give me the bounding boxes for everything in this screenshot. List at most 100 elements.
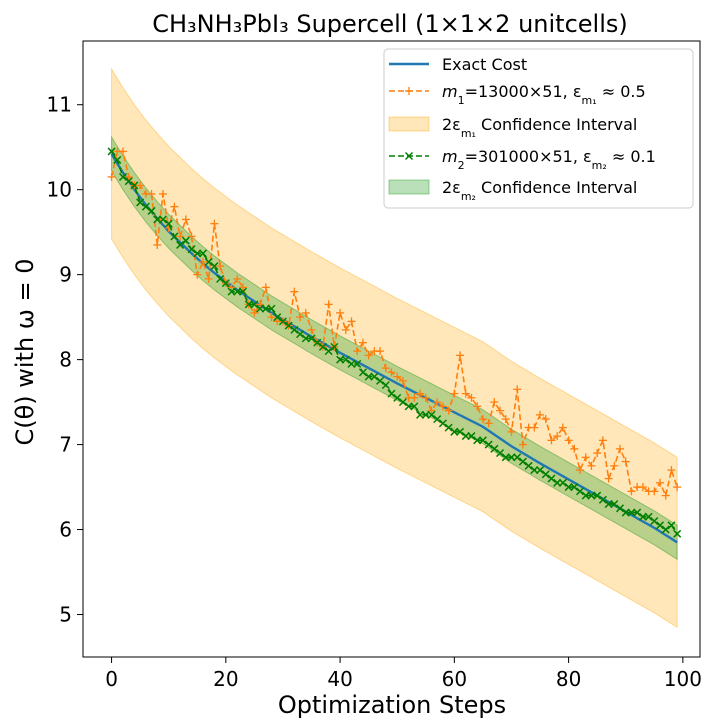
- y-tick-label-11: 11: [47, 93, 72, 117]
- series-2-point-51: [398, 398, 407, 407]
- series-1-point-62: [461, 389, 470, 398]
- series-1-point-3: [124, 172, 133, 181]
- series-2-point-67: [490, 444, 499, 453]
- series-1-point-54: [416, 389, 425, 398]
- series-1-point-47: [376, 347, 385, 356]
- series-1-point-95: [650, 487, 659, 496]
- series-1-point-69: [501, 415, 510, 424]
- series-2-point-53: [410, 402, 419, 411]
- series-2-point-17: [204, 257, 213, 266]
- series-1-point-48: [381, 364, 390, 373]
- series-1-point-28: [267, 313, 276, 322]
- series-1-point-72: [518, 440, 527, 449]
- series-2-point-68: [496, 449, 505, 458]
- series-2-point-4: [130, 181, 139, 190]
- series-1-point-75: [536, 410, 545, 419]
- x-tick-label-40: 40: [327, 667, 352, 691]
- series-1-point-19: [216, 262, 225, 271]
- series-2-point-2: [118, 172, 128, 181]
- confidence-band-2: [111, 135, 678, 561]
- x-tick-label-60: 60: [442, 667, 467, 691]
- series-1-point-15: [193, 270, 202, 279]
- series-1-point-42: [347, 317, 356, 326]
- series-2-point-3: [124, 177, 133, 186]
- series-1-point-11: [170, 202, 179, 211]
- series-1-point-96: [656, 478, 665, 487]
- y-axis-title: C(θ) with ω = 0: [11, 258, 39, 445]
- x-tick-label-20: 20: [213, 667, 238, 691]
- series-2-point-79: [558, 478, 567, 487]
- series-2-point-39: [330, 342, 339, 351]
- y-tick-label-5: 5: [59, 603, 72, 627]
- series-2-point-20: [221, 279, 230, 288]
- series-1-point-83: [581, 453, 590, 462]
- series-2-point-25: [250, 300, 259, 309]
- series-2-point-59: [444, 423, 453, 432]
- legend-series-2-label: m2=301000×51, εm₂ ≈ 0.1: [442, 147, 656, 172]
- series-1-point-67: [490, 398, 499, 407]
- legend-band-1-label: 2εm₁ Confidence Interval: [442, 115, 637, 140]
- series-2-point-85: [593, 491, 602, 500]
- series-1-point-55: [421, 393, 430, 402]
- series-1-point-14: [187, 232, 196, 241]
- y-tick-label-8: 8: [59, 348, 72, 372]
- series-2-point-66: [484, 440, 493, 449]
- confidence-band-1: [111, 67, 678, 629]
- series-1-point-12: [176, 232, 185, 241]
- chart-title: CH₃NH₃PbI₃ Supercell (1×1×2 unitcells): [152, 10, 627, 38]
- series-2-point-10: [164, 219, 173, 228]
- series-2-point-95: [650, 517, 659, 526]
- series-1-point-74: [530, 423, 539, 432]
- series-2-point-38: [324, 347, 333, 356]
- axis-ticks: 0 20 40 60 80 100 5 6 7 8 9 10 11: [47, 93, 702, 691]
- series-2-point-61: [456, 427, 465, 436]
- y-tick-label-6: 6: [59, 518, 72, 542]
- series-1-point-17: [204, 274, 213, 283]
- series-2-point-5: [136, 198, 145, 207]
- series-2-point-82: [575, 487, 585, 496]
- series-1-point-93: [638, 483, 647, 492]
- series-2-point-65: [478, 436, 487, 445]
- series-1-point-77: [547, 436, 556, 445]
- series-2-point-11: [170, 232, 179, 241]
- series-1-point-16: [198, 257, 207, 266]
- series-1-point-63: [467, 393, 476, 402]
- series-1-point-87: [604, 474, 613, 483]
- plot-area: [107, 67, 682, 629]
- series-2-point-23: [238, 287, 247, 296]
- series-2-point-35: [307, 334, 316, 343]
- legend-series-1-label: m1=13000×51, εm₁ ≈ 0.5: [442, 82, 646, 107]
- series-1-point-82: [576, 466, 585, 475]
- series-1-point-76: [541, 415, 550, 424]
- series-1-point-7: [147, 189, 156, 198]
- series-2-point-37: [318, 342, 327, 351]
- series-2-point-73: [524, 461, 533, 470]
- series-1-point-5: [136, 181, 145, 190]
- series-1-point-22: [233, 274, 242, 283]
- series-2-point-47: [376, 376, 385, 385]
- series-1-point-35: [307, 325, 316, 334]
- series-1-point-99: [673, 483, 682, 492]
- series-1-point-57: [433, 398, 442, 407]
- series-2-point-18: [210, 262, 219, 271]
- series-2-point-88: [610, 500, 619, 509]
- series-1-point-70: [507, 427, 516, 436]
- x-tick-label-80: 80: [556, 667, 581, 691]
- series-2-point-63: [467, 432, 476, 441]
- series-1-point-89: [616, 444, 625, 453]
- series-2-point-98: [667, 521, 676, 530]
- series-1-point-58: [438, 402, 447, 411]
- series-1-point-38: [324, 300, 333, 309]
- legend: Exact Cost m1=13000×51, εm₁ ≈ 0.5 2εm₁ Con…: [383, 48, 694, 209]
- y-tick-label-10: 10: [47, 178, 72, 202]
- series-2-point-41: [341, 355, 350, 364]
- series-1-point-8: [153, 240, 162, 249]
- series-1-point-71: [513, 385, 522, 394]
- series-1-point-23: [238, 283, 247, 292]
- series-1-point-97: [661, 491, 670, 500]
- legend-band-1-swatch: [388, 116, 430, 132]
- series-1-point-41: [341, 325, 350, 334]
- series-2-point-72: [518, 457, 527, 466]
- series-2-point-48: [381, 381, 390, 390]
- series-2-point-86: [598, 495, 607, 504]
